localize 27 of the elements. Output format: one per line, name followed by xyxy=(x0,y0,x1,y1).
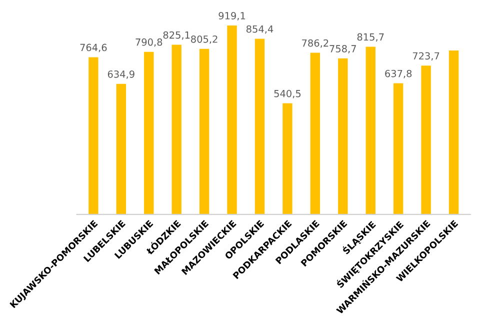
bar xyxy=(338,58,348,214)
bar xyxy=(448,50,459,214)
bar xyxy=(310,52,320,214)
bar xyxy=(199,48,210,214)
data-label: 637,8 xyxy=(385,70,412,78)
bar xyxy=(366,46,376,214)
data-label: 825,1 xyxy=(163,31,190,40)
data-label: 764,6 xyxy=(80,44,107,52)
data-label: 634,9 xyxy=(108,70,134,79)
data-label: 540,5 xyxy=(274,90,301,98)
bar xyxy=(227,25,237,214)
bar xyxy=(393,83,404,214)
data-label: 919,1 xyxy=(218,12,246,20)
data-label: 723,7 xyxy=(412,52,440,61)
data-label: 790,8 xyxy=(136,38,162,47)
data-label: 854,4 xyxy=(246,25,274,34)
bar xyxy=(144,52,154,214)
bar xyxy=(282,103,292,214)
bar xyxy=(116,84,126,214)
data-label: 805,2 xyxy=(191,35,218,44)
data-label: 815,7 xyxy=(357,33,384,42)
data-label: 758,7 xyxy=(330,45,356,54)
bar xyxy=(421,66,431,214)
bar xyxy=(254,38,265,214)
bar xyxy=(88,57,98,214)
data-label: 786,2 xyxy=(302,39,328,48)
bar xyxy=(172,44,182,214)
